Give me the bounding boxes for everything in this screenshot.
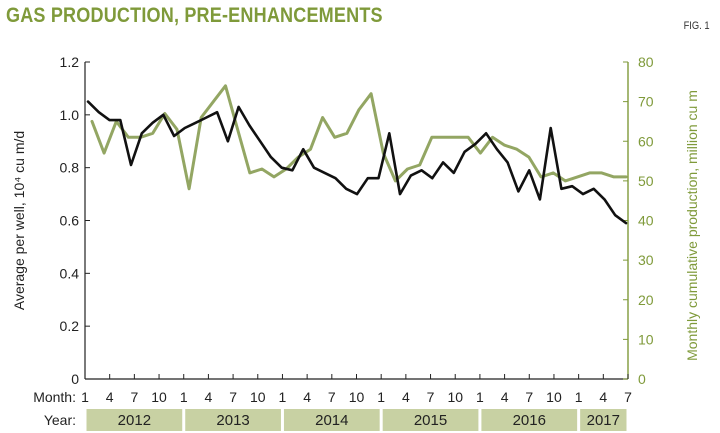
month-tick-label: 10 xyxy=(349,389,365,405)
right-axis-title: Monthly cumulative production, million c… xyxy=(684,90,700,361)
month-tick-label: 1 xyxy=(575,389,583,405)
month-tick-label: 7 xyxy=(427,389,435,405)
month-tick-label: 10 xyxy=(447,389,463,405)
month-tick-label: 1 xyxy=(377,389,385,405)
month-tick-label: 4 xyxy=(303,389,311,405)
right-tick-label: 50 xyxy=(638,173,654,189)
month-tick-label: 4 xyxy=(205,389,213,405)
month-tick-label: 4 xyxy=(599,389,607,405)
right-tick-label: 10 xyxy=(638,331,654,347)
month-row-label: Month: xyxy=(33,389,76,405)
figure-label: FIG. 1 xyxy=(684,20,710,32)
month-tick-label: 1 xyxy=(81,389,89,405)
year-band-label: 2017 xyxy=(587,412,620,429)
year-band xyxy=(185,409,281,431)
month-tick-label: 7 xyxy=(130,389,138,405)
right-tick-label: 70 xyxy=(638,94,654,110)
month-tick-label: 4 xyxy=(501,389,509,405)
year-band xyxy=(481,409,578,431)
left-tick-label: 0.2 xyxy=(60,318,80,334)
year-band-label: 2016 xyxy=(513,412,546,429)
year-band xyxy=(283,409,380,431)
left-tick-label: 1.0 xyxy=(60,107,80,123)
year-band-label: 2012 xyxy=(118,412,151,429)
chart-title: GAS PRODUCTION, PRE-ENHANCEMENTS xyxy=(6,4,383,27)
month-tick-label: 7 xyxy=(525,389,533,405)
month-tick-label: 1 xyxy=(180,389,188,405)
month-tick-label: 4 xyxy=(106,389,114,405)
right-tick-label: 40 xyxy=(638,213,654,229)
chart-axes xyxy=(84,61,629,431)
right-tick-label: 30 xyxy=(638,252,654,268)
month-tick-label: 10 xyxy=(151,389,167,405)
series-line-cumulative xyxy=(90,84,628,191)
year-band xyxy=(580,409,627,431)
left-axis-title: Average per well, 10⁴ cu m/d xyxy=(11,131,27,310)
year-band-label: 2013 xyxy=(216,412,249,429)
year-band-label: 2014 xyxy=(315,412,348,429)
left-tick-label: 0.8 xyxy=(60,160,80,176)
right-tick-label: 0 xyxy=(638,371,646,387)
month-tick-label: 7 xyxy=(229,389,237,405)
year-band-label: 2015 xyxy=(414,412,447,429)
month-tick-label: 10 xyxy=(250,389,266,405)
left-tick-label: 0 xyxy=(71,371,79,387)
month-tick-label: 7 xyxy=(624,389,632,405)
left-tick-label: 0.4 xyxy=(60,265,80,281)
year-band xyxy=(382,409,479,431)
month-tick-label: 1 xyxy=(279,389,287,405)
chart-series xyxy=(86,84,628,225)
month-tick-label: 4 xyxy=(402,389,410,405)
series-line-average xyxy=(86,100,628,225)
right-tick-label: 20 xyxy=(638,292,654,308)
left-tick-label: 0.6 xyxy=(60,213,80,229)
left-tick-label: 1.2 xyxy=(60,54,80,70)
month-tick-label: 7 xyxy=(328,389,336,405)
right-tick-label: 80 xyxy=(638,54,654,70)
year-band xyxy=(86,409,183,431)
right-tick-label: 60 xyxy=(638,133,654,149)
year-row-label: Year: xyxy=(44,412,76,428)
month-tick-label: 10 xyxy=(546,389,562,405)
month-tick-label: 1 xyxy=(476,389,484,405)
